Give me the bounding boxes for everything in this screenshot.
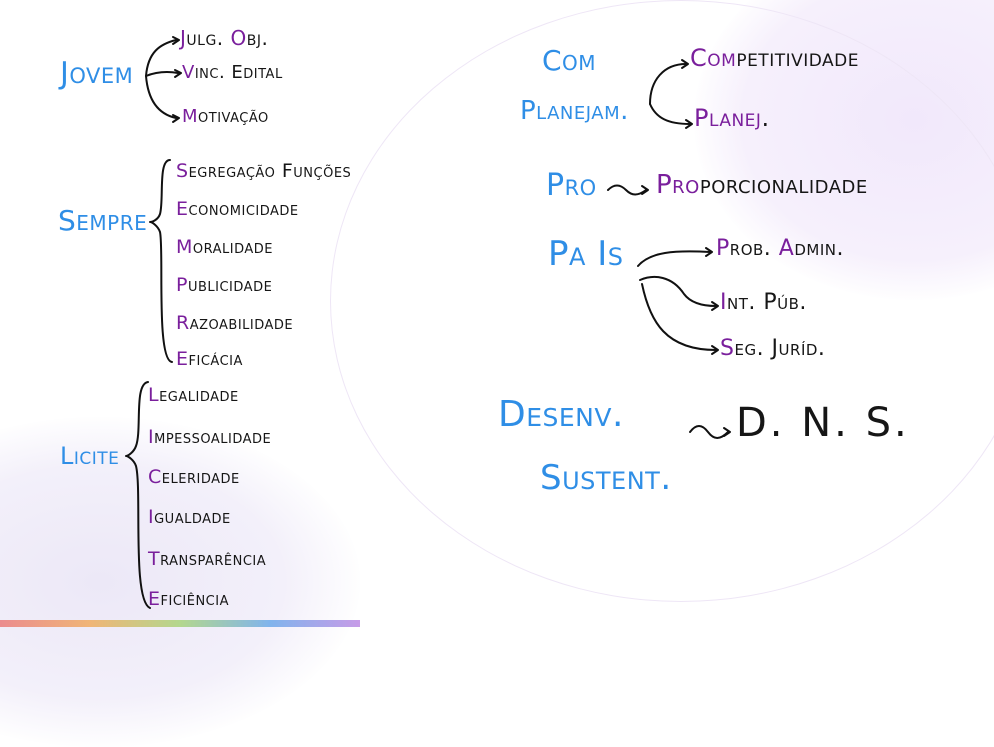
item-initial: T (148, 548, 161, 570)
item-initial: O (230, 26, 247, 50)
item-initial: M (176, 236, 193, 258)
item-text: bj. (246, 26, 269, 50)
licite-item-3: Celeridade (148, 466, 240, 488)
item-initial: E (176, 348, 189, 370)
item-text: ficácia (188, 348, 243, 370)
licite-item-5: Transparência (148, 548, 266, 570)
mnemonic-sustent: Sustent. (540, 458, 672, 498)
item-text: . (761, 104, 770, 132)
licite-item-6: Eficiência (148, 588, 229, 610)
licite-item-4: Igualdade (148, 506, 231, 528)
pais-item-1: Prob. Admin. (716, 236, 844, 261)
sempre-item-6: Eficácia (176, 348, 243, 370)
item-initial: R (176, 312, 190, 334)
item-initial: P (176, 274, 188, 296)
mnemonic-pro: Pro (546, 168, 597, 203)
item-text: nt. Púb. (727, 290, 807, 315)
mnemonic-com: Com (542, 44, 597, 77)
mnemonic-licite: Licite (60, 442, 120, 470)
item-text: egregação Funções (188, 160, 352, 182)
item-initial: Com (690, 44, 737, 72)
com-item-2: Planej. (694, 104, 770, 132)
item-text: inc. Edital (194, 62, 283, 83)
item-text: ublicidade (187, 274, 273, 296)
sempre-item-3: Moralidade (176, 236, 273, 258)
item-initial: P (716, 236, 730, 261)
jovem-item-2: Vinc. Edital (182, 62, 283, 83)
item-initial: I (148, 426, 155, 448)
mnemonic-planejam: Planejam. (520, 96, 629, 126)
item-initial: J (180, 26, 187, 50)
item-text: petitividade (736, 44, 859, 72)
mnemonic-jovem: Jovem (60, 56, 134, 91)
item-initial: V (182, 62, 195, 83)
pro-item: Proporcionalidade (656, 170, 868, 200)
item-initial: M (182, 106, 199, 127)
item-text: rob. (729, 236, 779, 261)
licite-item-2: Impessoalidade (148, 426, 271, 448)
item-text: ransparência (160, 548, 267, 570)
toolbar-color-strip (0, 620, 360, 627)
item-text: ficiência (160, 588, 229, 610)
item-initial: Planej (694, 104, 762, 132)
item-text: mpessoalidade (154, 426, 272, 448)
item-initial: C (148, 466, 162, 488)
sempre-item-4: Publicidade (176, 274, 272, 296)
item-initial: S (720, 336, 735, 361)
item-initial: E (176, 198, 189, 220)
item-text: conomicidade (188, 198, 299, 220)
item-text: ulg. (186, 26, 231, 50)
mnemonic-desenv: Desenv. (498, 394, 624, 435)
mnemonic-pais: Pa Is (548, 234, 624, 274)
item-initial: L (148, 384, 160, 406)
background-arc (330, 0, 994, 602)
item-text: oralidade (192, 236, 274, 258)
sempre-item-2: Economicidade (176, 198, 299, 220)
pais-item-2: Int. Púb. (720, 290, 807, 315)
item-text: egalidade (159, 384, 239, 406)
licite-item-1: Legalidade (148, 384, 239, 406)
item-text: eleridade (161, 466, 240, 488)
item-text: otivação (198, 106, 269, 127)
sempre-item-1: Segregação Funções (176, 160, 351, 182)
item-initial: S (176, 160, 189, 182)
item-text: dmin. (794, 236, 844, 261)
item-text: porcionalidade (699, 170, 868, 200)
dns-value: D. N. S. (736, 400, 910, 446)
connector-lines (125, 36, 731, 609)
sempre-item-5: Razoabilidade (176, 312, 293, 334)
pais-item-3: Seg. Juríd. (720, 336, 825, 361)
item-initial: E (148, 588, 161, 610)
item-initial: I (148, 506, 155, 528)
jovem-item-1: Julg. Obj. (180, 26, 268, 50)
item-text: eg. Juríd. (734, 336, 826, 361)
item-text: azoabilidade (189, 312, 294, 334)
item-initial: A (778, 236, 795, 261)
item-text: gualdade (154, 506, 231, 528)
item-initial: Pro (656, 170, 700, 200)
item-initial: I (720, 290, 727, 315)
com-item-1: Competitividade (690, 44, 859, 72)
mnemonic-sempre: Sempre (58, 204, 148, 237)
jovem-item-3: Motivação (182, 106, 269, 127)
